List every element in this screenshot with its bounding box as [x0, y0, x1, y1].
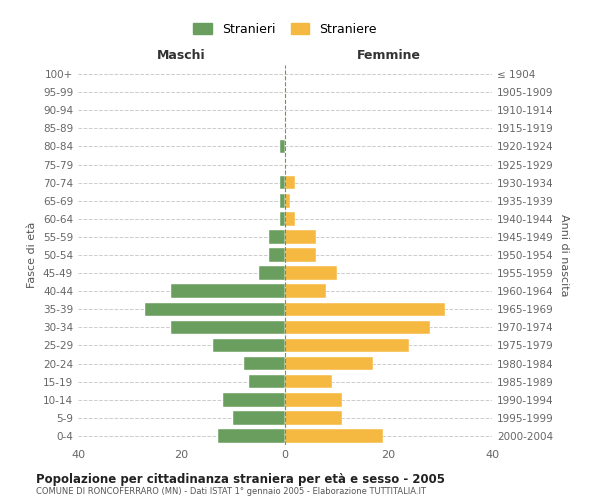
Bar: [280, 176, 285, 190]
Bar: [285, 194, 290, 207]
Bar: [233, 411, 285, 424]
Bar: [259, 266, 285, 280]
Bar: [285, 411, 342, 424]
Bar: [223, 393, 285, 406]
Text: Maschi: Maschi: [157, 50, 206, 62]
Bar: [285, 248, 316, 262]
Bar: [218, 429, 285, 442]
Bar: [280, 140, 285, 153]
Bar: [171, 320, 285, 334]
Text: COMUNE DI RONCOFERRARO (MN) - Dati ISTAT 1° gennaio 2005 - Elaborazione TUTTITAL: COMUNE DI RONCOFERRARO (MN) - Dati ISTAT…: [36, 488, 426, 496]
Text: Popolazione per cittadinanza straniera per età e sesso - 2005: Popolazione per cittadinanza straniera p…: [36, 472, 445, 486]
Bar: [249, 375, 285, 388]
Y-axis label: Fasce di età: Fasce di età: [28, 222, 37, 288]
Bar: [269, 230, 285, 243]
Text: Femmine: Femmine: [356, 50, 421, 62]
Y-axis label: Anni di nascita: Anni di nascita: [559, 214, 569, 296]
Bar: [280, 194, 285, 207]
Bar: [285, 230, 316, 243]
Bar: [285, 302, 445, 316]
Bar: [285, 357, 373, 370]
Bar: [285, 375, 332, 388]
Bar: [285, 212, 295, 226]
Bar: [285, 429, 383, 442]
Bar: [280, 212, 285, 226]
Bar: [244, 357, 285, 370]
Legend: Stranieri, Straniere: Stranieri, Straniere: [188, 18, 382, 41]
Bar: [212, 338, 285, 352]
Bar: [285, 393, 342, 406]
Bar: [285, 320, 430, 334]
Bar: [285, 284, 326, 298]
Bar: [145, 302, 285, 316]
Bar: [285, 266, 337, 280]
Bar: [285, 338, 409, 352]
Bar: [171, 284, 285, 298]
Bar: [269, 248, 285, 262]
Bar: [285, 176, 295, 190]
